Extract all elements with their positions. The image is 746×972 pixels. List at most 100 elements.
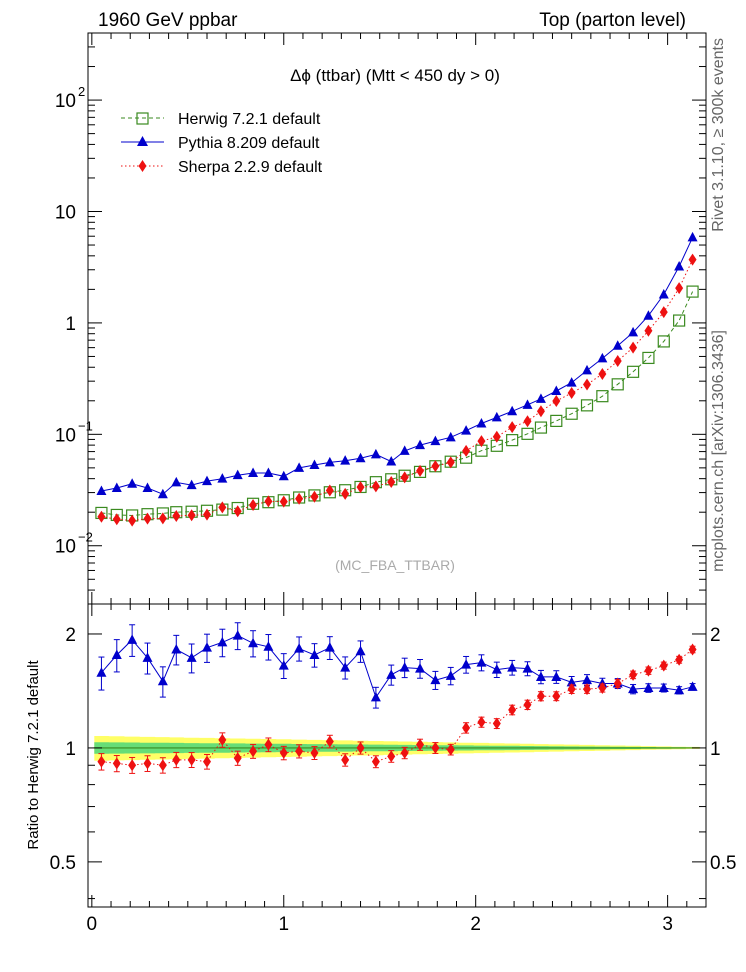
sherpa-point (583, 378, 592, 391)
pythia-point (232, 469, 243, 480)
sherpa-ratio-point (629, 668, 638, 681)
pythia-point (248, 467, 259, 477)
sherpa-point (128, 514, 137, 527)
sherpa-ratio-point (688, 643, 697, 656)
herwig-point (565, 407, 578, 420)
pythia-ratio-point (582, 674, 593, 685)
pythia-point (476, 418, 487, 428)
sherpa-ratio-point (523, 698, 532, 711)
pythia-point (522, 399, 533, 409)
sherpa-ratio-point (202, 755, 211, 768)
pythia-ratio-point (294, 643, 305, 653)
pythia-point (430, 435, 441, 446)
sherpa-point (202, 508, 211, 521)
sherpa-ratio-point (325, 735, 334, 748)
sherpa-ratio-point (598, 681, 607, 694)
pythia-ratio-point (157, 675, 168, 686)
herwig-point (673, 314, 686, 327)
legend-herwig-label: Herwig 7.2.1 default (178, 111, 321, 128)
y-tick-exponent: −1 (78, 418, 93, 433)
pythia-ratio-point (201, 642, 212, 652)
header-right: Top (parton level) (539, 10, 686, 31)
ratio-y-tick-label: 2 (65, 625, 76, 646)
sherpa-ratio-point (371, 755, 380, 768)
chart-title: Δϕ (ttbar) (Mtt < 450 dy > 0) (290, 66, 500, 85)
herwig-point (642, 351, 655, 365)
pythia-point (201, 475, 212, 486)
sherpa-ratio-point (552, 690, 561, 703)
sherpa-point (218, 501, 227, 514)
sherpa-point (233, 505, 242, 518)
pythia-point (263, 467, 274, 477)
pythia-point (415, 439, 426, 450)
pythia-ratio-point (566, 676, 577, 687)
pythia-point (445, 431, 456, 442)
watermark: (MC_FBA_TTBAR) (335, 557, 455, 573)
pythia-point (687, 231, 698, 242)
sherpa-point (310, 490, 319, 503)
sherpa-ratio-point (310, 746, 319, 759)
pythia-point (355, 452, 366, 463)
sherpa-point (552, 395, 561, 408)
pythia-ratio-point (263, 641, 274, 651)
sherpa-point (400, 471, 409, 484)
pythia-ratio-point (217, 636, 228, 647)
pythia-point (628, 326, 639, 337)
legend-herwig-marker (136, 112, 149, 125)
pythia-point (340, 455, 351, 465)
pythia-ratio-point (96, 667, 107, 677)
header-left: 1960 GeV ppbar (98, 10, 238, 31)
pythia-point (507, 405, 518, 416)
sherpa-point (567, 386, 576, 399)
ratio-panel: 0 1 2 3 0.5 0.5 1 1 2 2 (50, 33, 736, 935)
y-tick-label: 1 (65, 314, 76, 335)
pythia-point (127, 478, 138, 488)
sherpa-ratio-point (341, 753, 350, 766)
sherpa-ratio-point (567, 683, 576, 696)
herwig-point (686, 285, 699, 298)
pythia-point (186, 479, 197, 490)
x-tick-label: 3 (662, 914, 673, 935)
sherpa-point (431, 460, 440, 473)
sherpa-point (462, 444, 471, 457)
sherpa-ratio-point (675, 653, 684, 666)
sherpa-point (325, 484, 334, 497)
ratio-y-tick-label-right: 0.5 (710, 853, 736, 874)
sherpa-point (371, 480, 380, 493)
pythia-point (142, 482, 153, 492)
rivet-label: Rivet 3.1.10, ≥ 300k events (710, 38, 727, 232)
sherpa-ratio-point (249, 745, 258, 758)
pythia-line (101, 237, 694, 495)
sherpa-ratio-point (143, 757, 152, 770)
pythia-point (111, 482, 122, 492)
sherpa-point (659, 306, 668, 319)
pythia-point (386, 456, 397, 466)
sherpa-point (187, 509, 196, 522)
sherpa-point (295, 492, 304, 505)
sherpa-ratio-point (264, 738, 273, 751)
pythia-ratio-point (658, 682, 669, 692)
sherpa-ratio-point (477, 716, 486, 729)
pythia-point (597, 352, 608, 363)
y-tick-label: 10 (55, 91, 76, 112)
pythia-ratio-point (370, 691, 381, 702)
pythia-point (171, 476, 182, 487)
herwig-point (580, 399, 594, 412)
pythia-ratio-point (687, 681, 698, 691)
pythia-ratio-point (355, 645, 366, 656)
pythia-point (461, 425, 472, 435)
pythia-point (643, 310, 654, 320)
sherpa-ratio-point (128, 759, 137, 772)
ratio-frame (87, 603, 707, 908)
sherpa-point (356, 481, 365, 494)
pythia-ratio-point (127, 634, 138, 644)
x-tick-label: 1 (278, 914, 289, 935)
pythia-ratio-line (101, 635, 693, 699)
mcplots-label: mcplots.cern.ch [arXiv:1306.3436] (710, 330, 727, 572)
sherpa-ratio-point (218, 733, 227, 746)
herwig-point (657, 335, 670, 348)
sherpa-ratio-point (279, 746, 288, 759)
sherpa-point (523, 415, 532, 428)
sherpa-point (112, 513, 121, 526)
sherpa-point (477, 435, 486, 448)
